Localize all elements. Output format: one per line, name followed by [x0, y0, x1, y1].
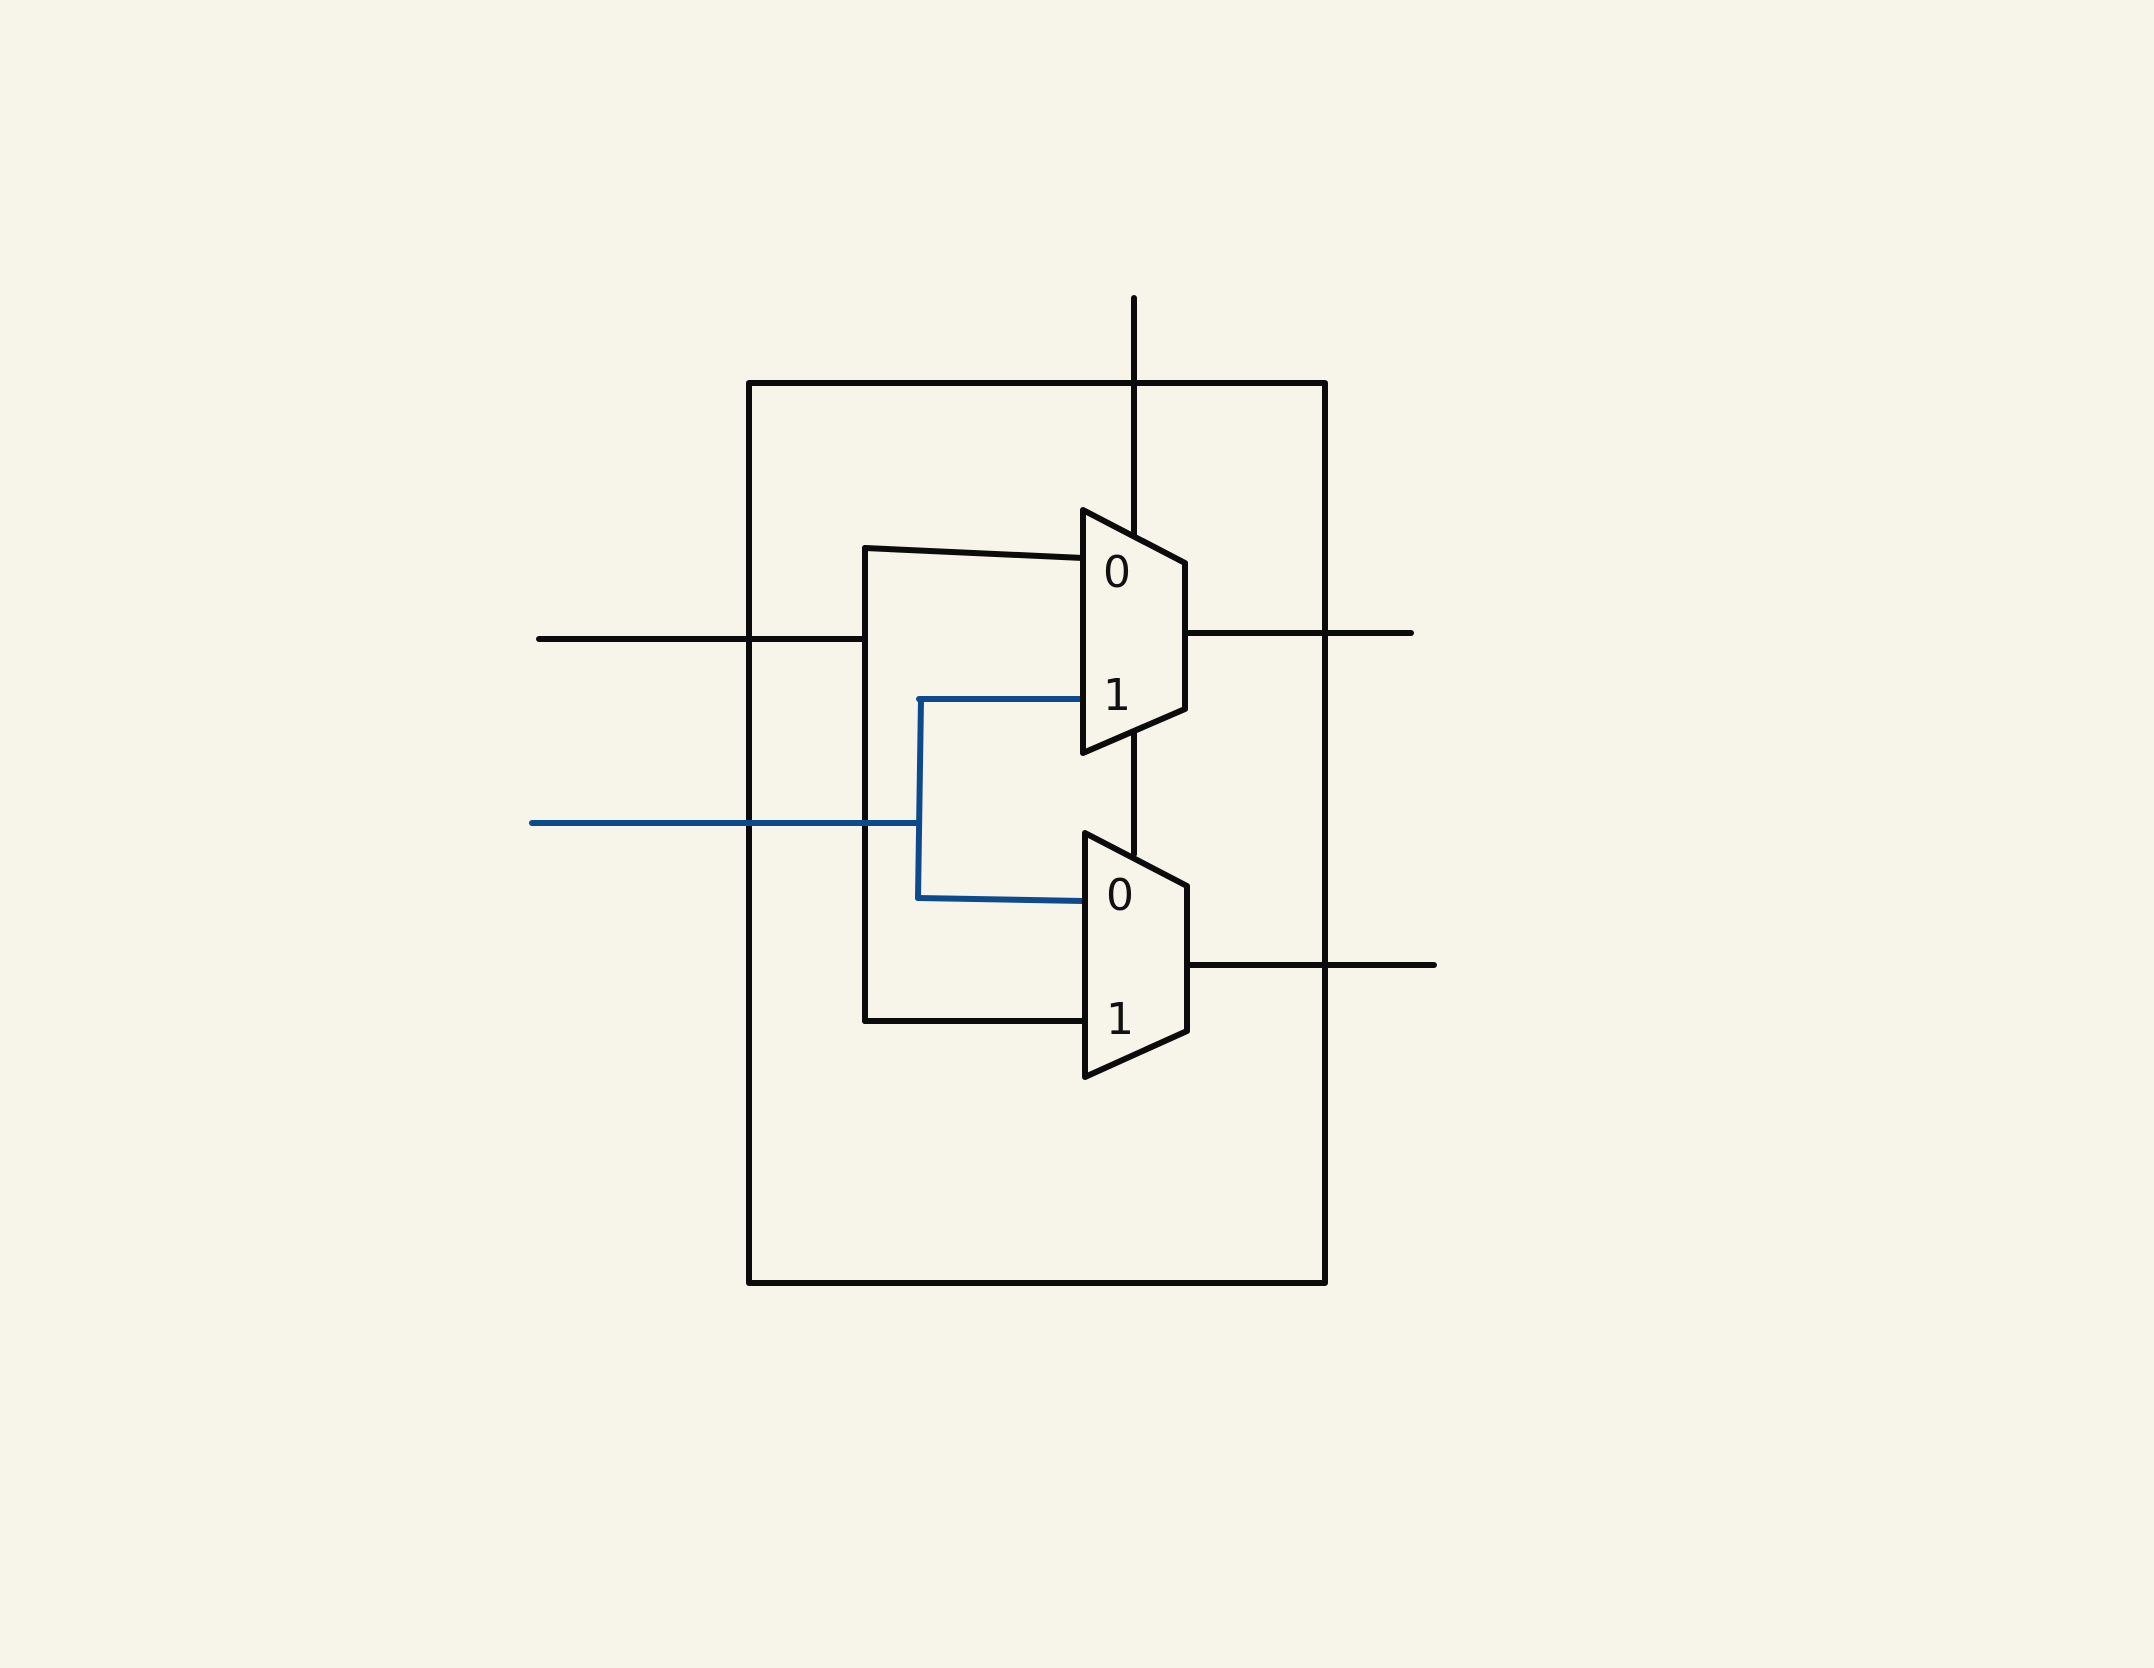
bottom-mux-body [1082, 830, 1190, 1080]
bottom-mux-input-0-label: 0 [1106, 870, 1134, 921]
top-multiplexer: 0 1 [1080, 507, 1188, 756]
bottom-multiplexer: 0 1 [1082, 730, 1190, 1080]
module-boundary-box [746, 380, 1328, 1286]
top-mux-input-0-label: 0 [1103, 547, 1131, 598]
wire-to-bottom-mux-in0 [915, 895, 1086, 904]
top-mux-input-1-label: 1 [1103, 670, 1131, 721]
blue-wires [529, 696, 1086, 904]
input-b-vertical-bus [915, 696, 924, 901]
bottom-mux-input-1-label: 1 [1106, 994, 1134, 1045]
black-wires [536, 295, 1437, 1024]
top-mux-body [1080, 507, 1188, 756]
wire-to-top-mux-in0 [862, 545, 1086, 561]
